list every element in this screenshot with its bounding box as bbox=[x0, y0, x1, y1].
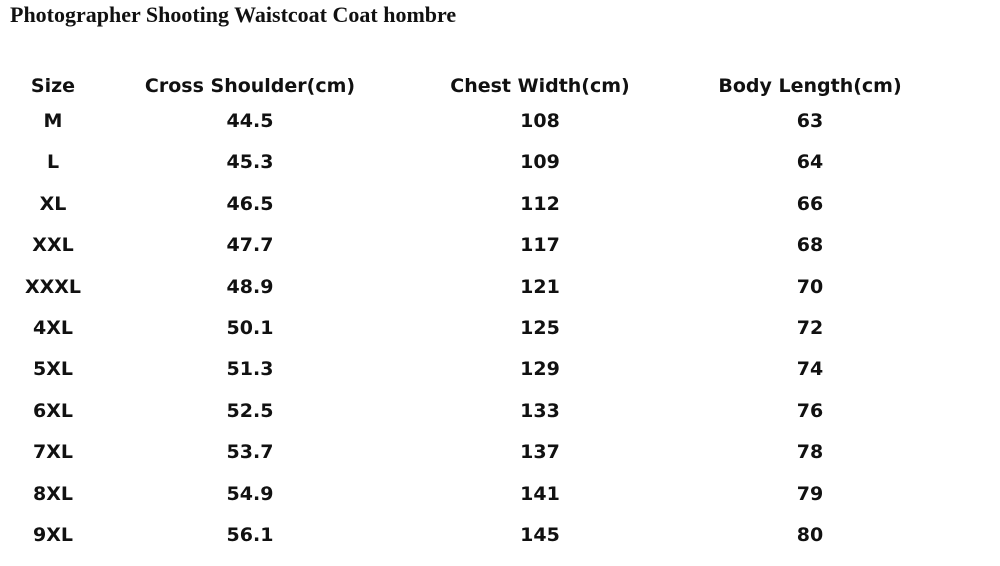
table-cell: 141 bbox=[520, 482, 560, 505]
table-cell: 68 bbox=[796, 234, 824, 257]
table-cell: 76 bbox=[796, 399, 824, 422]
column-header: Body Length(cm) bbox=[718, 75, 902, 97]
table-cell: XXXL bbox=[24, 275, 82, 298]
table-cell: 133 bbox=[520, 399, 560, 422]
table-cell: 79 bbox=[796, 482, 824, 505]
table-cell: 8XL bbox=[33, 482, 73, 505]
table-cell: 46.5 bbox=[226, 192, 274, 215]
table-cell: 63 bbox=[796, 110, 824, 132]
table-cell: 45.3 bbox=[226, 151, 274, 174]
table-cell: 7XL bbox=[33, 441, 73, 464]
table-cell: 70 bbox=[796, 275, 824, 298]
table-cell: 145 bbox=[520, 524, 560, 546]
table-cell: 48.9 bbox=[226, 275, 274, 298]
table-cell: 78 bbox=[796, 441, 824, 464]
table-cell: M bbox=[43, 110, 63, 132]
table-cell: 72 bbox=[796, 317, 824, 339]
title: Photographer Shooting Waistcoat Coat hom… bbox=[10, 2, 457, 27]
table-cell: 9XL bbox=[33, 524, 73, 546]
table-cell: 125 bbox=[520, 317, 560, 339]
table-cell: 117 bbox=[520, 234, 560, 257]
table-cell: 5XL bbox=[33, 358, 73, 381]
table-cell: XL bbox=[39, 192, 67, 215]
table-cell: 137 bbox=[520, 441, 560, 464]
table-cell: 74 bbox=[796, 358, 824, 381]
table-cell: 112 bbox=[520, 192, 560, 215]
table-cell: 80 bbox=[796, 524, 824, 546]
column-header: Chest Width(cm) bbox=[450, 75, 630, 97]
table-cell: 121 bbox=[520, 275, 560, 298]
table-cell: 66 bbox=[796, 192, 824, 215]
table-cell: 54.9 bbox=[226, 482, 274, 505]
table-cell: 108 bbox=[520, 110, 560, 132]
column-header: Size bbox=[30, 75, 76, 97]
table-cell: 109 bbox=[520, 151, 560, 174]
table-cell: 64 bbox=[796, 151, 824, 174]
table-cell: 56.1 bbox=[226, 524, 274, 546]
table-cell: XXL bbox=[32, 234, 74, 257]
table-cell: 44.5 bbox=[226, 110, 274, 132]
table-cell: L bbox=[46, 151, 60, 174]
column-header: Cross Shoulder(cm) bbox=[144, 75, 356, 97]
table-cell: 129 bbox=[520, 358, 560, 381]
table-cell: 4XL bbox=[33, 317, 73, 339]
table-cell: 52.5 bbox=[226, 399, 274, 422]
table-cell: 51.3 bbox=[226, 358, 274, 381]
table-cell: 50.1 bbox=[226, 317, 274, 339]
table-cell: 53.7 bbox=[226, 441, 274, 464]
table-cell: 47.7 bbox=[226, 234, 274, 257]
table-cell: 6XL bbox=[33, 399, 73, 422]
